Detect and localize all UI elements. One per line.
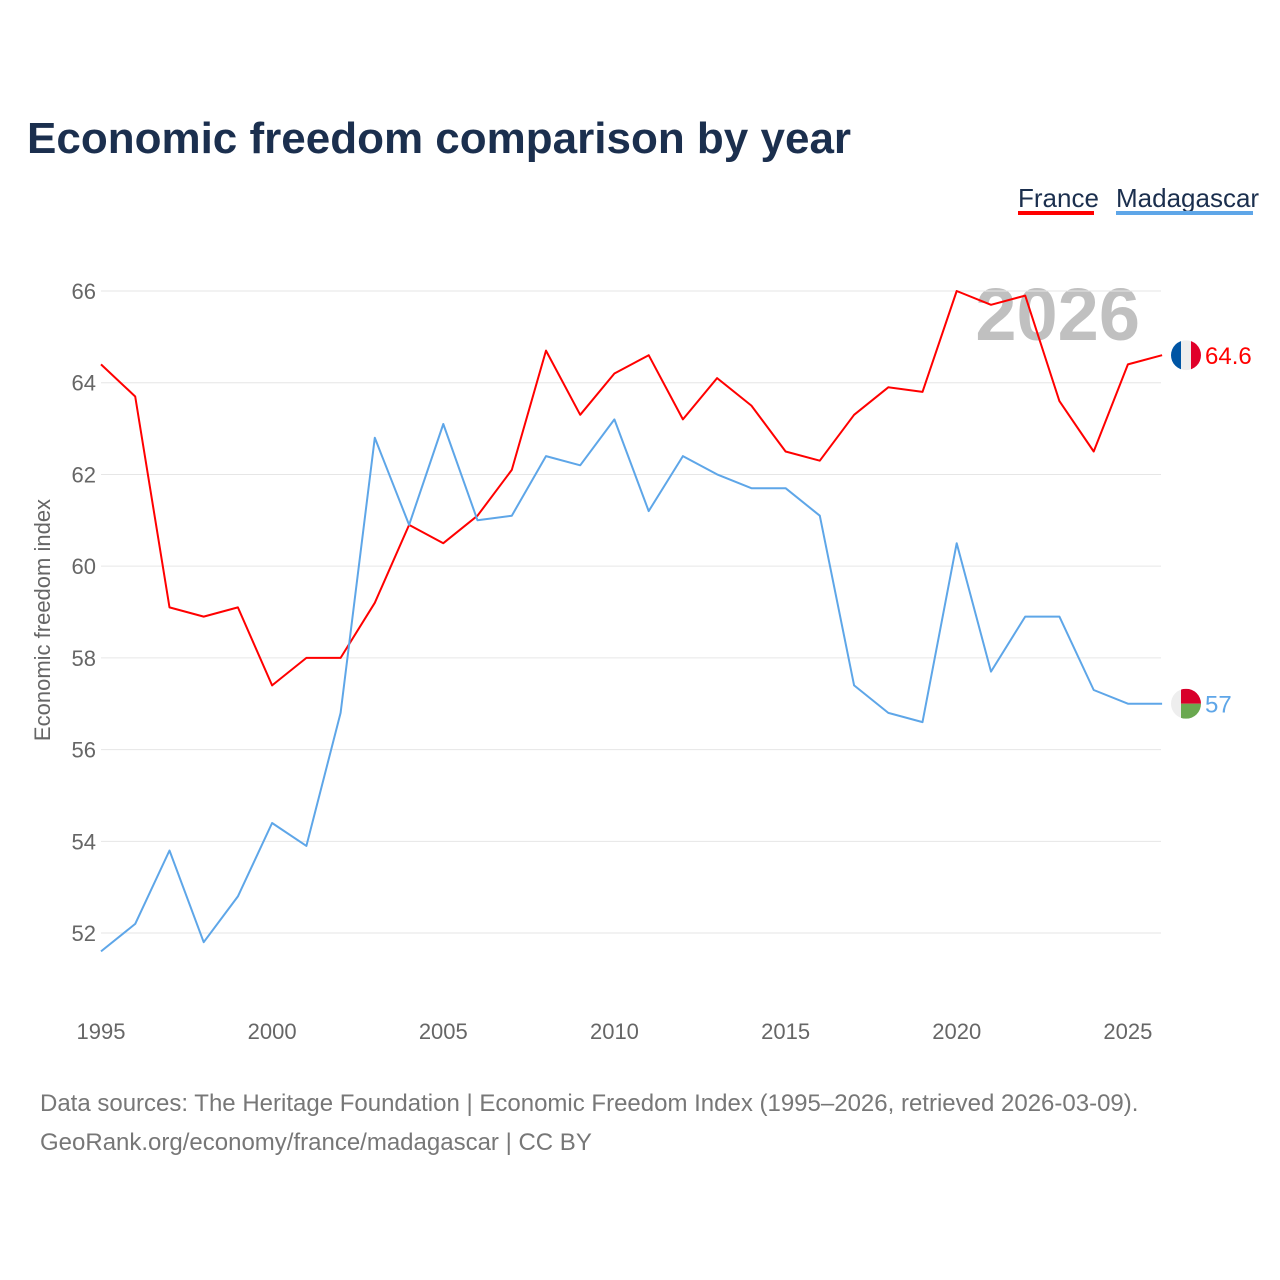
legend-swatch bbox=[1116, 211, 1253, 215]
legend-swatch bbox=[1018, 211, 1094, 215]
y-tick-label: 64 bbox=[72, 371, 96, 396]
france-flag-icon bbox=[1171, 340, 1201, 371]
x-tick-label: 2005 bbox=[419, 1019, 468, 1044]
y-tick-label: 60 bbox=[72, 554, 96, 579]
series-lines: 64.6 57 bbox=[100, 290, 1252, 953]
end-value-label: 64.6 bbox=[1205, 343, 1252, 370]
axes: 52 54 56 58 60 62 64 66 1995 2000 2005 2010 2015 2020… bbox=[72, 279, 1153, 1044]
legend: France Madagascar bbox=[1018, 183, 1259, 215]
y-tick-label: 52 bbox=[72, 921, 96, 946]
chart-title: Economic freedom comparison by year bbox=[27, 114, 851, 163]
x-tick-label: 2010 bbox=[590, 1019, 639, 1044]
y-tick-label: 66 bbox=[72, 279, 96, 304]
series-line-madagascar bbox=[100, 418, 1163, 953]
x-tick-label: 2015 bbox=[761, 1019, 810, 1044]
x-tick-label: 2000 bbox=[248, 1019, 297, 1044]
source-link[interactable]: GeoRank.org/economy/france/madagascar | … bbox=[40, 1129, 592, 1156]
grid bbox=[101, 290, 1161, 934]
legend-item-france[interactable]: France bbox=[1018, 183, 1099, 215]
legend-label: Madagascar bbox=[1116, 183, 1259, 213]
x-tick-label: 1995 bbox=[77, 1019, 126, 1044]
series-line-france bbox=[100, 290, 1163, 687]
y-tick-label: 56 bbox=[72, 738, 96, 763]
year-watermark: 2026 bbox=[975, 273, 1140, 356]
data-sources: Data sources: The Heritage Foundation | … bbox=[40, 1090, 1138, 1117]
legend-item-madagascar[interactable]: Madagascar bbox=[1116, 183, 1259, 215]
y-axis-label: Economic freedom index bbox=[30, 499, 55, 741]
legend-label: France bbox=[1018, 183, 1099, 213]
madagascar-flag-icon bbox=[1171, 688, 1201, 719]
y-tick-label: 58 bbox=[72, 646, 96, 671]
y-tick-label: 62 bbox=[72, 462, 96, 487]
x-tick-label: 2020 bbox=[932, 1019, 981, 1044]
x-tick-label: 2025 bbox=[1103, 1019, 1152, 1044]
y-tick-label: 54 bbox=[72, 829, 96, 854]
end-value-label: 57 bbox=[1205, 692, 1232, 719]
